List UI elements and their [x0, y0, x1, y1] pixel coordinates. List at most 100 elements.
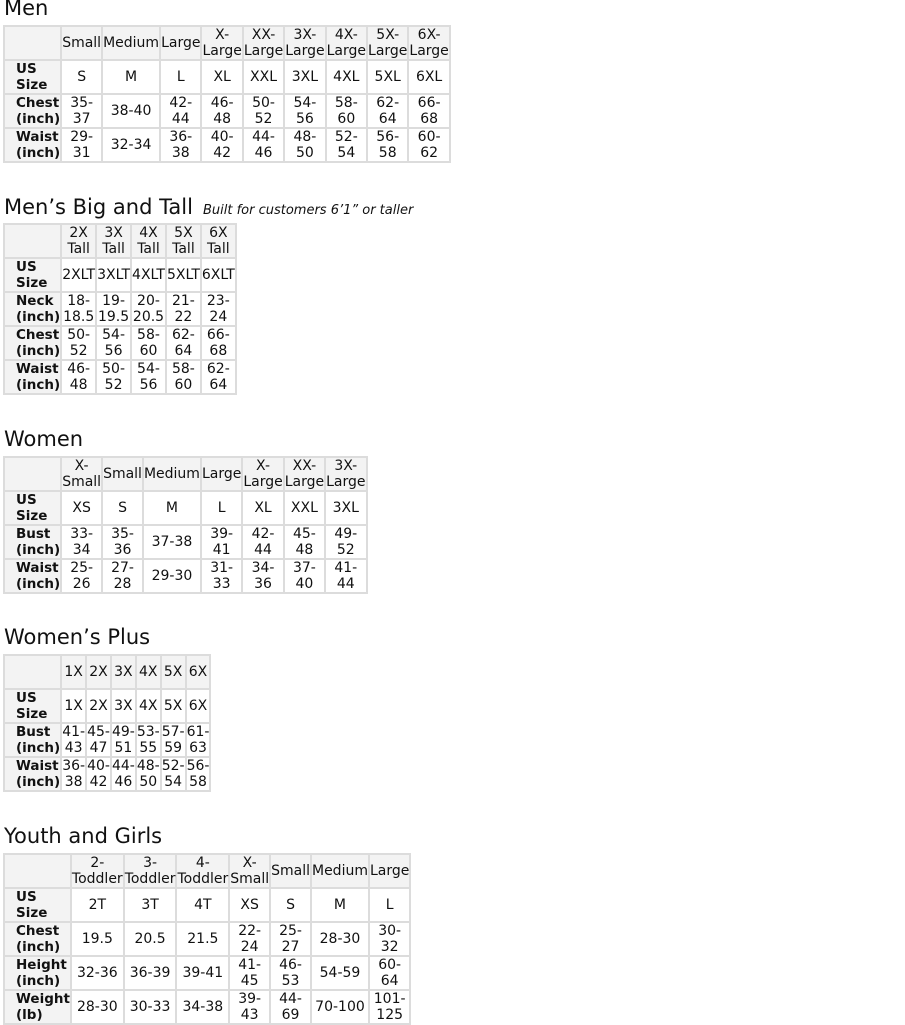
table-header-row: 1X 2X 3X 4X 5X 6X	[2, 654, 212, 690]
table-header-row: X-Small Small Medium Large X-Large XX-Large 3X…	[2, 456, 368, 492]
table-row: Bust (inch) 41-43 45-47 49-51 53-55 57-59 61-6…	[2, 722, 212, 758]
table-cell: 54-56	[283, 93, 327, 129]
column-header: 3X-Large	[283, 25, 327, 61]
table-cell: 66-68	[407, 93, 451, 129]
table-header-row: Small Medium Large X-Large XX-Large 3X-Large 4…	[2, 25, 451, 61]
table-cell: 52-54	[159, 756, 187, 792]
section-title-text: Women	[4, 427, 84, 451]
table-cell: 41-44	[324, 558, 368, 594]
table-cell: 44-46	[109, 756, 137, 792]
table-cell: 58-60	[164, 359, 202, 395]
size-table: 1X 2X 3X 4X 5X 6X US Size 1X 2X 3X 4X 5X 6X Bust (inc…	[2, 654, 212, 792]
section-title: Women	[4, 427, 83, 451]
header-corner-cell	[2, 25, 63, 61]
table-cell: M	[101, 59, 162, 95]
row-label: Bust (inch)	[2, 722, 63, 758]
table-row: US Size 2T 3T 4T XS S M L	[3, 887, 412, 923]
row-label: US Size	[2, 688, 63, 724]
table-cell: 3XL	[283, 59, 327, 95]
table-cell: 49-52	[324, 524, 368, 560]
table-cell: 62-64	[366, 93, 410, 129]
column-header: 5X-Large	[366, 25, 410, 61]
table-cell: XS	[228, 887, 272, 923]
table-row: Waist (inch) 25-26 27-28 29-30 31-33 34-36 37-…	[2, 558, 368, 594]
row-label: Chest (inch)	[2, 325, 63, 361]
table-cell: 34-38	[175, 989, 231, 1025]
table-cell: 6XL	[407, 59, 451, 95]
size-table: X-Small Small Medium Large X-Large XX-Large 3X…	[2, 456, 368, 594]
table-cell: 57-59	[159, 722, 187, 758]
column-header: 2X Tall	[60, 223, 98, 259]
table-cell: 56-58	[184, 756, 212, 792]
row-label: Weight (lb)	[3, 989, 72, 1025]
row-label: Chest (inch)	[2, 93, 63, 129]
table-cell: 37-38	[141, 524, 202, 560]
table-cell: 2X	[85, 688, 112, 724]
column-header: 3X Tall	[95, 223, 133, 259]
table-cell: 44-46	[241, 127, 286, 163]
row-label: US Size	[3, 887, 72, 923]
table-cell: 2XLT	[60, 257, 98, 293]
header-corner-cell	[2, 654, 63, 690]
column-header: Medium	[101, 25, 162, 61]
table-cell: L	[159, 59, 203, 95]
table-cell: 48-50	[134, 756, 162, 792]
table-cell: 42-44	[241, 524, 285, 560]
column-header: 3X-Large	[324, 456, 368, 492]
column-header: XX-Large	[241, 25, 286, 61]
row-label: US Size	[2, 59, 63, 95]
table-cell: 3XL	[324, 490, 368, 526]
column-header: 3X	[109, 654, 137, 690]
table-cell: 2T	[69, 887, 125, 923]
table-cell: 32-36	[69, 955, 125, 991]
table-cell: 58-60	[130, 325, 167, 361]
row-label: Height (inch)	[3, 955, 72, 991]
table-row: US Size S M L XL XXL 3XL 4XL 5XL 6XL	[2, 59, 451, 95]
table-row: Bust (inch) 33-34 35-36 37-38 39-41 42-44 45-4…	[2, 524, 368, 560]
table-cell: 62-64	[164, 325, 202, 361]
table-cell: 25-26	[60, 558, 104, 594]
table-cell: 50-52	[241, 93, 286, 129]
column-header: Large	[367, 853, 412, 889]
table-cell: 56-58	[366, 127, 410, 163]
table-cell: 54-56	[130, 359, 167, 395]
row-label: US Size	[2, 257, 63, 293]
table-cell: 34-36	[241, 558, 285, 594]
table-cell: 60-62	[407, 127, 451, 163]
column-header: 6X Tall	[199, 223, 237, 259]
table-cell: 3XLT	[95, 257, 133, 293]
table-cell: 5XL	[366, 59, 410, 95]
table-cell: S	[60, 59, 104, 95]
row-label: Neck (inch)	[2, 291, 63, 327]
header-corner-cell	[3, 853, 72, 889]
column-header: 6X	[184, 654, 212, 690]
table-cell: 21-22	[164, 291, 202, 327]
table-cell: 19.5	[69, 921, 125, 957]
table-row: US Size XS S M L XL XXL 3XL	[2, 490, 368, 526]
column-header: Small	[269, 853, 312, 889]
table-cell: 30-32	[367, 921, 412, 957]
column-header: X-Large	[200, 25, 244, 61]
table-cell: 41-45	[228, 955, 272, 991]
size-table: Small Medium Large X-Large XX-Large 3X-Large 4…	[2, 25, 451, 163]
table-row: Waist (inch) 46-48 50-52 54-56 58-60 62-64	[2, 359, 237, 395]
section-title-text: Men’s Big and Tall	[4, 195, 193, 219]
table-cell: 37-40	[282, 558, 327, 594]
row-label: Waist (inch)	[2, 359, 63, 395]
table-cell: 39-41	[199, 524, 244, 560]
table-cell: 49-51	[109, 722, 137, 758]
column-header: 6X-Large	[407, 25, 451, 61]
table-cell: 4T	[175, 887, 231, 923]
table-cell: M	[141, 490, 202, 526]
table-cell: 45-48	[282, 524, 327, 560]
row-label: Bust (inch)	[2, 524, 63, 560]
table-row: Chest (inch) 50-52 54-56 58-60 62-64 66-68	[2, 325, 237, 361]
table-cell: 41-43	[60, 722, 88, 758]
table-cell: 29-30	[141, 558, 202, 594]
section-title-text: Youth and Girls	[4, 824, 163, 848]
table-cell: 61-63	[184, 722, 212, 758]
table-cell: 22-24	[228, 921, 272, 957]
table-header-row: 2X Tall 3X Tall 4X Tall 5X Tall 6X Tall	[2, 223, 237, 259]
table-cell: 5XLT	[164, 257, 202, 293]
table-row: Waist (inch) 29-31 32-34 36-38 40-42 44-46 48-…	[2, 127, 451, 163]
